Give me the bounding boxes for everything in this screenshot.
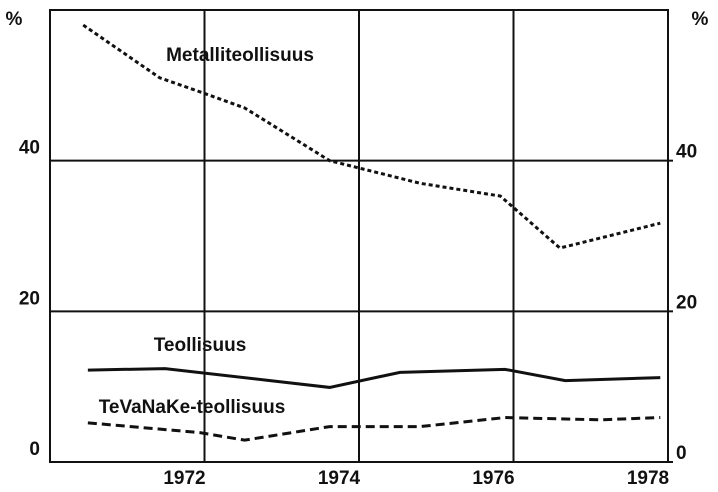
y2-tick-label: 20 bbox=[676, 292, 697, 313]
x-tick-label: 1974 bbox=[318, 468, 361, 489]
y-axis-label: % bbox=[6, 9, 23, 30]
x-tick-label: 1972 bbox=[163, 468, 205, 489]
x-tick-label: 1976 bbox=[472, 468, 514, 489]
series-label: TeVaNaKe-teollisuus bbox=[99, 397, 286, 418]
series-label: Metalliteollisuus bbox=[166, 45, 314, 66]
y2-tick-label: 0 bbox=[676, 443, 687, 464]
y-tick-label: 20 bbox=[19, 288, 40, 309]
y-tick-label: 40 bbox=[19, 138, 40, 159]
series-label: Teollisuus bbox=[154, 335, 247, 356]
series-line bbox=[82, 23, 661, 250]
series-line bbox=[87, 416, 661, 442]
y-tick-label: 0 bbox=[29, 439, 40, 460]
y2-axis-label: % bbox=[692, 9, 709, 30]
y2-tick-label: 40 bbox=[676, 142, 697, 163]
x-tick-label: 1978 bbox=[627, 468, 669, 489]
series-line bbox=[87, 367, 661, 389]
